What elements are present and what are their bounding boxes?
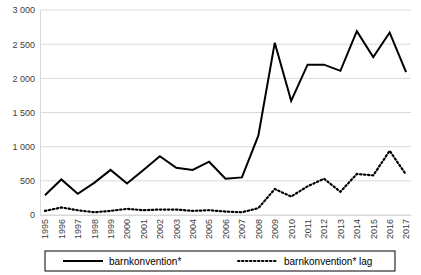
y-tick: 3 000	[12, 5, 40, 15]
x-tick: 1995	[40, 215, 50, 239]
x-tick-label: 2013	[336, 219, 346, 239]
legend: barnkonvention* barnkonvention* lag	[45, 251, 395, 271]
x-tick-label: 2001	[139, 219, 149, 239]
x-tick: 2012	[319, 215, 329, 239]
x-tick: 2006	[221, 215, 231, 239]
legend-swatch	[63, 260, 103, 262]
y-tick-label: 500	[20, 176, 35, 186]
series-line	[45, 31, 406, 195]
x-tick-label: 2003	[172, 219, 182, 239]
y-tick-label: 1 000	[12, 142, 35, 152]
lines	[45, 31, 406, 212]
y-tick-label: 0	[30, 210, 35, 220]
grid-line	[40, 78, 411, 79]
x-tick: 2002	[155, 215, 165, 239]
y-tick: 0	[30, 210, 40, 220]
grid-line	[40, 44, 411, 45]
x-tick-label: 2007	[237, 219, 247, 239]
x-tick-label: 2006	[221, 219, 231, 239]
x-tick: 2004	[188, 215, 198, 239]
x-tick: 2016	[385, 215, 395, 239]
legend-label: barnkonvention* lag	[284, 256, 372, 267]
x-tick: 2013	[336, 215, 346, 239]
x-tick-label: 1999	[106, 219, 116, 239]
series-line	[45, 151, 406, 213]
x-tick: 1999	[106, 215, 116, 239]
x-axis-line	[41, 215, 412, 216]
legend-label: barnkonvention*	[109, 256, 181, 267]
x-tick: 2015	[369, 215, 379, 239]
y-tick-label: 2 500	[12, 40, 35, 50]
y-tick-label: 3 000	[12, 5, 35, 15]
x-tick-label: 2002	[155, 219, 165, 239]
grid-line	[40, 10, 411, 11]
plot: 05001 0001 5002 0002 5003 00019951996199…	[12, 5, 411, 239]
x-tick: 2000	[122, 215, 132, 239]
x-tick: 2008	[254, 215, 264, 239]
x-tick-label: 2014	[352, 219, 362, 239]
x-tick-label: 2009	[270, 219, 280, 239]
grid-line	[40, 215, 411, 216]
x-tick-label: 2000	[122, 219, 132, 239]
chart: 05001 0001 5002 0002 5003 00019951996199…	[0, 0, 421, 275]
y-axis: 0 500 1 000 1 500 2 000 2 500 3 000	[12, 5, 40, 220]
x-tick: 1998	[90, 215, 100, 239]
x-tick: 1997	[73, 215, 83, 239]
x-tick-label: 2004	[188, 219, 198, 239]
x-tick-label: 1998	[90, 219, 100, 239]
y-axis-line	[40, 11, 41, 216]
legend-box	[45, 251, 395, 271]
x-tick: 1996	[57, 215, 67, 239]
x-tick: 2007	[237, 215, 247, 239]
y-tick-label: 1 500	[12, 108, 35, 118]
y-tick: 2 000	[12, 74, 40, 84]
x-tick-label: 2008	[254, 219, 264, 239]
grid-line	[40, 146, 411, 147]
x-tick: 2017	[401, 215, 411, 239]
x-tick-label: 1997	[73, 219, 83, 239]
y-tick: 2 500	[12, 40, 40, 50]
x-tick: 2005	[204, 215, 214, 239]
y-tick: 1 000	[12, 142, 40, 152]
grid	[40, 10, 411, 215]
x-tick-label: 2005	[204, 219, 214, 239]
x-tick-label: 2010	[287, 219, 297, 239]
x-tick: 2003	[172, 215, 182, 239]
x-tick-label: 1995	[40, 219, 50, 239]
y-tick: 1 500	[12, 108, 40, 118]
x-tick: 2009	[270, 215, 280, 239]
x-axis: 1995 1996 1997 1998 1999 2000 2001 2002 2003 2004…	[40, 215, 411, 239]
x-tick-label: 2012	[319, 219, 329, 239]
x-tick: 2001	[139, 215, 149, 239]
y-tick: 500	[20, 176, 40, 186]
y-tick-label: 2 000	[12, 74, 35, 84]
grid-line	[40, 112, 411, 113]
x-tick: 2010	[287, 215, 297, 239]
x-tick: 2014	[352, 215, 362, 239]
x-tick-label: 2016	[385, 219, 395, 239]
x-tick-label: 2011	[303, 219, 313, 238]
x-tick: 2011	[303, 215, 313, 238]
x-tick-label: 2017	[401, 219, 411, 239]
x-tick-label: 2015	[369, 219, 379, 239]
legend-swatch	[238, 260, 278, 262]
x-tick-label: 1996	[57, 219, 67, 239]
